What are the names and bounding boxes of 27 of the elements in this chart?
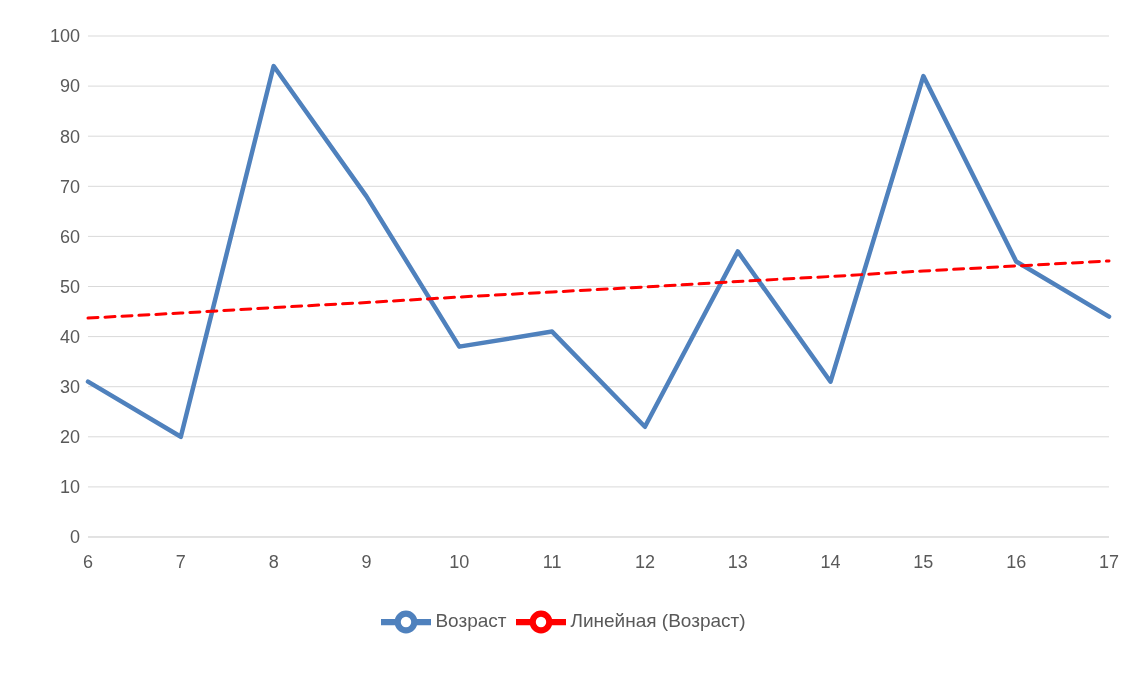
y-tick-label: 100 bbox=[49, 26, 80, 47]
y-tick-label: 40 bbox=[59, 326, 80, 347]
legend-label: Линейная (Возраст) bbox=[570, 610, 746, 632]
x-tick-label: 13 bbox=[727, 551, 748, 572]
x-tick-label: 8 bbox=[268, 551, 279, 572]
y-tick-label: 70 bbox=[59, 176, 80, 197]
x-tick-label: 6 bbox=[82, 551, 94, 572]
x-tick-label: 16 bbox=[1006, 551, 1027, 572]
x-tick-label: 15 bbox=[913, 551, 934, 572]
y-tick-label: 60 bbox=[59, 226, 80, 247]
x-tick-label: 10 bbox=[449, 551, 470, 572]
x-tick-label: 11 bbox=[542, 551, 562, 572]
legend-label: Возраст bbox=[435, 610, 507, 632]
x-tick-label: 14 bbox=[820, 551, 841, 572]
x-tick-label: 17 bbox=[1098, 551, 1120, 572]
line-series bbox=[86, 259, 1111, 320]
y-tick-label: 20 bbox=[59, 427, 80, 448]
x-tick-label: 7 bbox=[175, 551, 186, 572]
x-tick-label: 12 bbox=[634, 551, 655, 572]
y-tick-label: 30 bbox=[59, 377, 80, 398]
y-tick-label: 0 bbox=[69, 527, 80, 548]
x-tick-label: 9 bbox=[361, 551, 372, 572]
line-series bbox=[85, 63, 1112, 440]
y-tick-label: 80 bbox=[59, 126, 80, 147]
y-tick-label: 10 bbox=[59, 477, 80, 498]
y-tick-label: 50 bbox=[59, 276, 80, 297]
y-tick-label: 90 bbox=[59, 76, 80, 97]
